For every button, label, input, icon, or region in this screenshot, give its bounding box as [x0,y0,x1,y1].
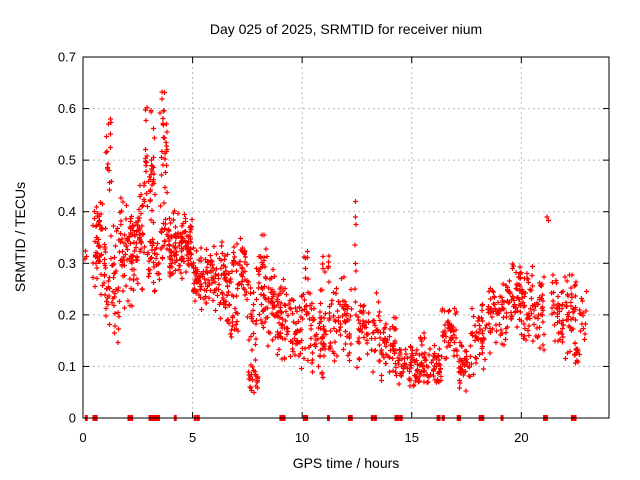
x-tick-label: 10 [295,430,309,445]
y-tick-label: 0 [69,411,76,426]
y-tick-label: 0.2 [58,307,76,322]
y-tick-label: 0.6 [58,101,76,116]
scatter-points [82,89,589,395]
x-axis-label: GPS time / hours [292,455,400,471]
y-tick-label: 0.5 [58,153,76,168]
plot-border [82,56,610,419]
chart-title: Day 025 of 2025, SRMTID for receiver niu… [209,21,483,37]
x-tick-label: 20 [514,430,528,445]
scatter-points-path [82,89,589,395]
x-tick-label: 5 [189,430,196,445]
y-tick-label: 0.7 [58,50,76,65]
tick-labels: 0 5 10 15 20 0 0.1 0.2 0.3 0.4 0.5 0.6 0.7 [58,50,529,446]
plot-border-and-ticks [82,56,610,419]
y-tick-label: 0.3 [58,256,76,271]
x-tick-label: 15 [405,430,419,445]
y-tick-label: 0.4 [58,204,76,219]
x-tick-label: 0 [79,430,86,445]
y-tick-label: 0.1 [58,359,76,374]
